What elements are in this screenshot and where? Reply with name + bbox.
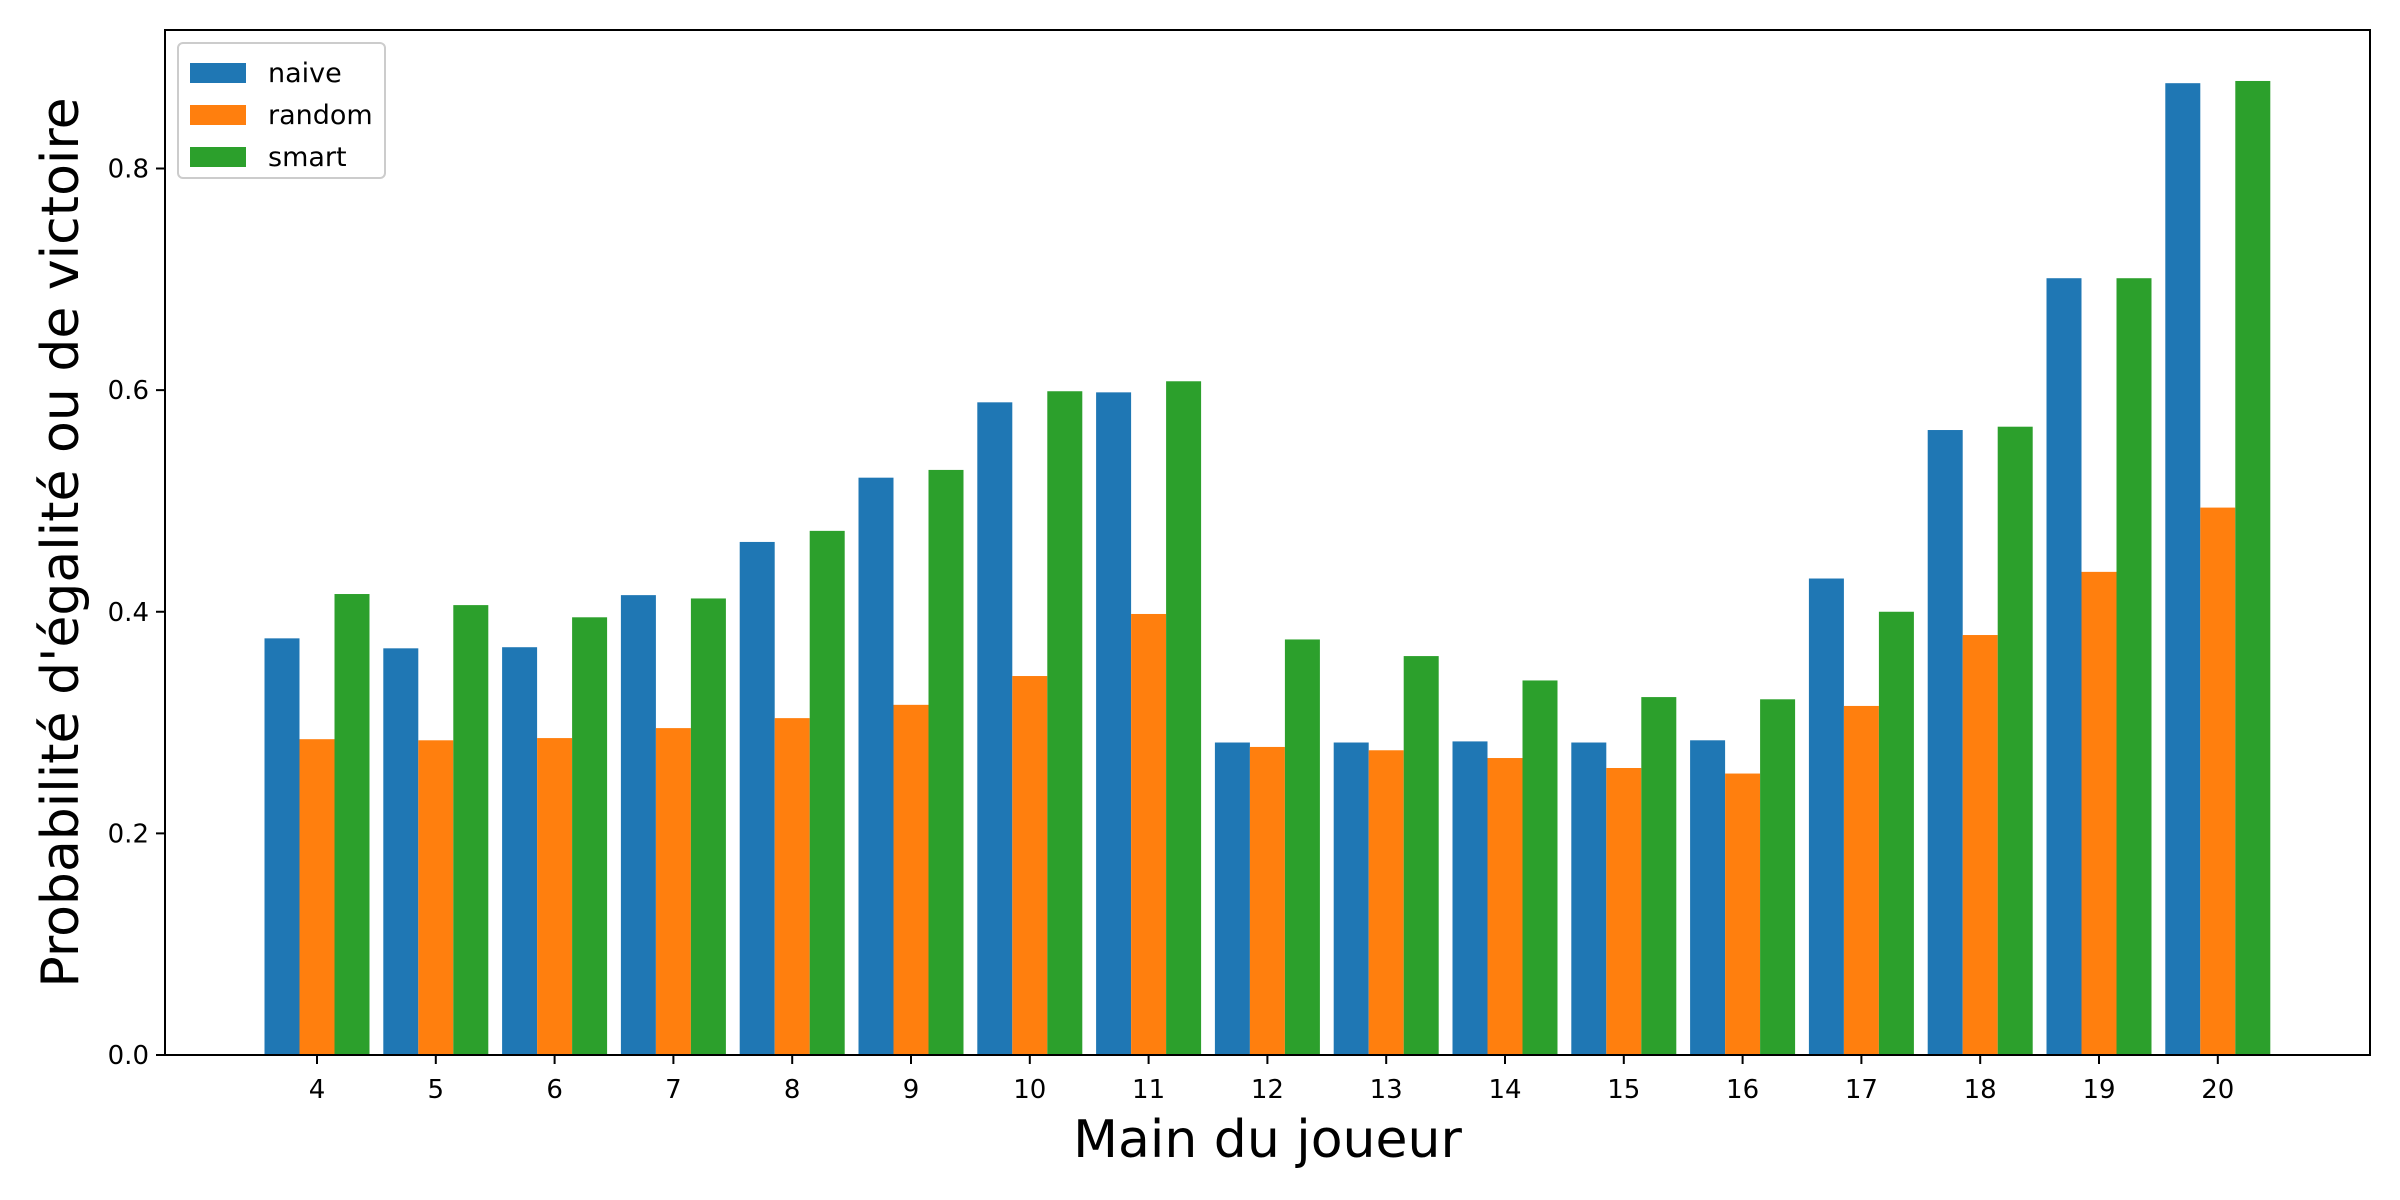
legend-swatch-naive	[190, 63, 246, 83]
bar-naive-10	[977, 402, 1013, 1055]
legend: naive random smart	[177, 42, 386, 179]
x-tick-label: 19	[2082, 1075, 2115, 1105]
y-axis: 0.0 0.2 0.4 0.6 0.8	[108, 155, 165, 1071]
y-tick-label: 0.6	[108, 376, 149, 406]
x-tick-label: 17	[1845, 1075, 1878, 1105]
bar-smart-19	[2116, 278, 2152, 1056]
bar-smart-13	[1403, 656, 1439, 1055]
bar-smart-18	[1997, 426, 2033, 1055]
x-tick-label: 8	[784, 1075, 801, 1105]
bar-naive-16	[1690, 740, 1726, 1055]
bar-smart-11	[1166, 381, 1202, 1055]
bar-naive-9	[858, 477, 894, 1056]
bar-smart-12	[1284, 639, 1320, 1055]
x-tick-label: 11	[1132, 1075, 1165, 1105]
bar-smart-17	[1878, 611, 1914, 1055]
legend-swatch-smart	[190, 147, 246, 167]
bar-naive-13	[1333, 742, 1369, 1055]
bar-random-18	[1962, 635, 1998, 1055]
x-tick-label: 15	[1607, 1075, 1640, 1105]
bar-naive-14	[1452, 741, 1488, 1055]
y-tick-label: 0.4	[108, 598, 149, 628]
y-axis-label: Probabilité d'égalité ou de victoire	[31, 97, 91, 987]
bar-naive-15	[1571, 742, 1607, 1055]
bar-smart-14	[1522, 680, 1558, 1055]
x-tick-label: 14	[1488, 1075, 1521, 1105]
bar-naive-6	[502, 647, 538, 1055]
bar-random-20	[2200, 507, 2236, 1055]
bar-naive-17	[1808, 578, 1844, 1055]
bar-naive-11	[1096, 392, 1132, 1056]
bar-random-19	[2081, 571, 2117, 1055]
bar-random-16	[1725, 773, 1761, 1055]
x-tick-label: 7	[665, 1075, 682, 1105]
bar-smart-6	[572, 617, 608, 1055]
bar-random-5	[418, 740, 454, 1055]
x-tick-label: 20	[2201, 1075, 2234, 1105]
x-tick-label: 18	[1964, 1075, 1997, 1105]
x-tick-label: 12	[1251, 1075, 1284, 1105]
bar-random-10	[1012, 676, 1048, 1055]
bar-random-7	[655, 728, 691, 1055]
x-tick-label: 4	[309, 1075, 326, 1105]
x-axis-label: Main du joueur	[1073, 1110, 1462, 1170]
bar-smart-20	[2235, 80, 2271, 1056]
bar-random-8	[774, 718, 810, 1055]
x-tick-label: 9	[903, 1075, 920, 1105]
bar-naive-7	[620, 595, 656, 1055]
bar-smart-8	[809, 530, 845, 1055]
legend-label-random: random	[268, 100, 373, 131]
x-tick-label: 6	[546, 1075, 563, 1105]
bar-naive-20	[2165, 83, 2201, 1055]
bar-random-14	[1487, 758, 1523, 1055]
bar-random-15	[1606, 768, 1642, 1055]
bar-random-17	[1843, 705, 1879, 1055]
bar-naive-4	[264, 638, 300, 1055]
bar-random-11	[1131, 613, 1167, 1055]
y-tick-label: 0.0	[108, 1041, 149, 1071]
x-tick-label: 10	[1013, 1075, 1046, 1105]
x-axis: 4 5 6 7 8 9 10 11 12 13 14 15 16 17 18 19 20	[309, 1055, 2234, 1105]
bar-smart-4	[334, 594, 370, 1055]
bar-smart-7	[690, 598, 726, 1055]
bar-smart-5	[453, 605, 489, 1055]
bar-random-12	[1249, 746, 1285, 1055]
x-tick-label: 16	[1726, 1075, 1759, 1105]
bars-group	[264, 80, 2271, 1056]
legend-swatch-random	[190, 105, 246, 125]
bar-naive-19	[2046, 278, 2082, 1056]
y-tick-label: 0.8	[108, 155, 149, 185]
bar-random-4	[299, 739, 335, 1055]
bar-smart-15	[1641, 697, 1677, 1055]
legend-label-smart: smart	[268, 142, 347, 173]
legend-label-naive: naive	[268, 58, 342, 89]
bar-random-13	[1368, 750, 1404, 1055]
bar-smart-9	[928, 469, 964, 1055]
bar-naive-5	[383, 648, 419, 1055]
x-tick-label: 13	[1370, 1075, 1403, 1105]
bar-naive-12	[1214, 742, 1250, 1055]
y-tick-label: 0.2	[108, 819, 149, 849]
bar-naive-8	[739, 541, 775, 1055]
bar-smart-10	[1047, 391, 1083, 1055]
bar-random-6	[537, 738, 573, 1055]
x-tick-label: 5	[428, 1075, 445, 1105]
bar-naive-18	[1927, 430, 1963, 1055]
bar-random-9	[893, 704, 929, 1055]
bar-smart-16	[1760, 699, 1796, 1055]
